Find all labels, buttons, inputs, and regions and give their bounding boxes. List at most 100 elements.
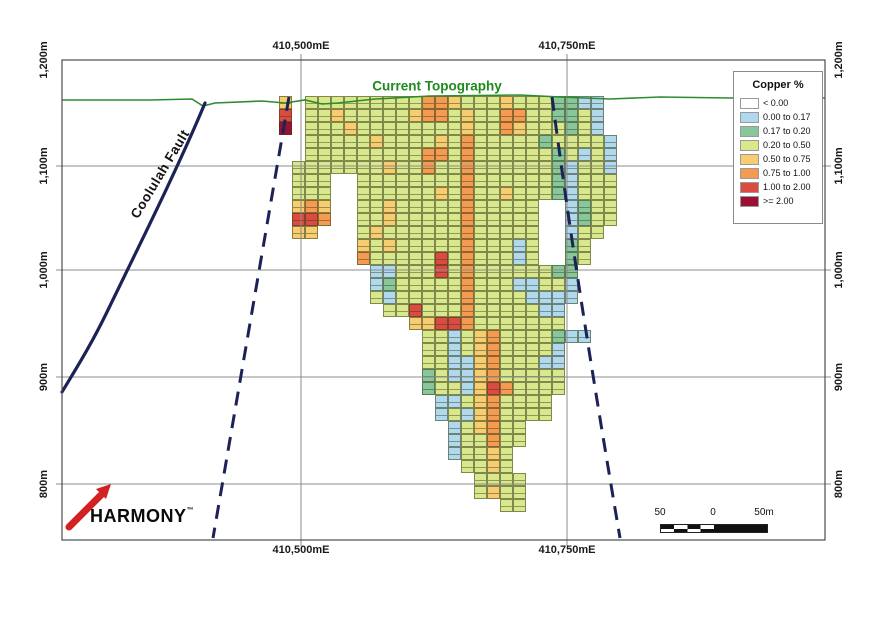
block-cell	[500, 291, 513, 304]
legend-item: 0.75 to 1.00	[740, 166, 822, 180]
block-cell	[461, 226, 474, 239]
block-cell	[435, 278, 448, 291]
block-cell	[396, 252, 409, 265]
harmony-logo-text: HARMONY	[90, 506, 187, 526]
block-cell	[396, 200, 409, 213]
block-cell	[305, 96, 318, 109]
legend-item: 0.20 to 0.50	[740, 138, 822, 152]
block-cell	[591, 187, 604, 200]
block-cell	[500, 304, 513, 317]
block-cell	[448, 369, 461, 382]
block-cell	[435, 187, 448, 200]
block-cell	[409, 122, 422, 135]
legend-item: >= 2.00	[740, 194, 822, 208]
block-cell	[539, 96, 552, 109]
block-cell	[357, 161, 370, 174]
block-cell	[461, 148, 474, 161]
block-cell	[578, 200, 591, 213]
block-cell	[487, 395, 500, 408]
block-cell	[474, 395, 487, 408]
block-cell	[565, 122, 578, 135]
block-cell	[604, 187, 617, 200]
block-cell	[292, 174, 305, 187]
block-cell	[422, 148, 435, 161]
block-cell	[487, 174, 500, 187]
block-cell	[565, 213, 578, 226]
block-cell	[448, 382, 461, 395]
block-cell	[357, 135, 370, 148]
block-cell	[552, 174, 565, 187]
block-cell	[513, 382, 526, 395]
block-cell	[474, 109, 487, 122]
block-cell	[422, 343, 435, 356]
block-cell	[461, 252, 474, 265]
block-cell	[370, 239, 383, 252]
elevation-label-left: 1,000m	[38, 251, 50, 289]
block-cell	[591, 135, 604, 148]
block-cell	[539, 343, 552, 356]
block-cell	[487, 382, 500, 395]
elevation-label-right: 1,000m	[833, 251, 845, 289]
block-cell	[565, 148, 578, 161]
block-cell	[435, 174, 448, 187]
block-cell	[578, 226, 591, 239]
legend-items: < 0.00 0.00 to 0.17 0.17 to 0.20 0.20 to 0.…	[740, 96, 822, 208]
block-cell	[552, 96, 565, 109]
block-cell	[578, 122, 591, 135]
legend-title: Copper %	[752, 79, 804, 91]
block-cell	[331, 161, 344, 174]
block-cell	[344, 96, 357, 109]
block-cell	[435, 109, 448, 122]
block-cell	[435, 122, 448, 135]
block-cell	[279, 96, 292, 109]
block-cell	[487, 226, 500, 239]
block-cell	[370, 96, 383, 109]
block-cell	[409, 304, 422, 317]
block-cell	[461, 291, 474, 304]
block-cell	[500, 499, 513, 512]
block-cell	[318, 148, 331, 161]
block-cell	[526, 291, 539, 304]
block-cell	[409, 252, 422, 265]
block-cell	[357, 239, 370, 252]
block-cell	[474, 161, 487, 174]
block-cell	[422, 356, 435, 369]
block-cell	[591, 174, 604, 187]
legend-swatch	[740, 111, 759, 123]
block-cell	[422, 382, 435, 395]
block-cell	[552, 291, 565, 304]
block-cell	[318, 213, 331, 226]
block-cell	[500, 421, 513, 434]
block-cell	[500, 356, 513, 369]
block-cell	[461, 135, 474, 148]
block-cell	[500, 226, 513, 239]
block-cell	[409, 278, 422, 291]
block-cell	[448, 434, 461, 447]
block-cell	[305, 122, 318, 135]
legend-swatch	[740, 153, 759, 165]
block-cell	[552, 122, 565, 135]
block-cell	[513, 174, 526, 187]
block-cell	[396, 161, 409, 174]
block-cell	[487, 317, 500, 330]
block-cell	[422, 135, 435, 148]
block-cell	[396, 109, 409, 122]
block-cell	[422, 200, 435, 213]
block-cell	[513, 109, 526, 122]
block-cell	[318, 96, 331, 109]
block-cell	[396, 174, 409, 187]
block-cell	[604, 135, 617, 148]
scalebar-left-label: 50	[654, 507, 666, 518]
block-cell	[383, 291, 396, 304]
block-cell	[565, 200, 578, 213]
topography-label: Current Topography	[372, 78, 502, 94]
block-cell	[565, 161, 578, 174]
block-cell	[370, 265, 383, 278]
block-cell	[526, 226, 539, 239]
block-cell	[396, 226, 409, 239]
copper-grade-legend: Copper % < 0.00 0.00 to 0.17 0.17 to 0.20 0…	[733, 71, 823, 224]
block-cell	[357, 252, 370, 265]
block-cell	[461, 187, 474, 200]
block-cell	[500, 330, 513, 343]
block-cell	[461, 174, 474, 187]
